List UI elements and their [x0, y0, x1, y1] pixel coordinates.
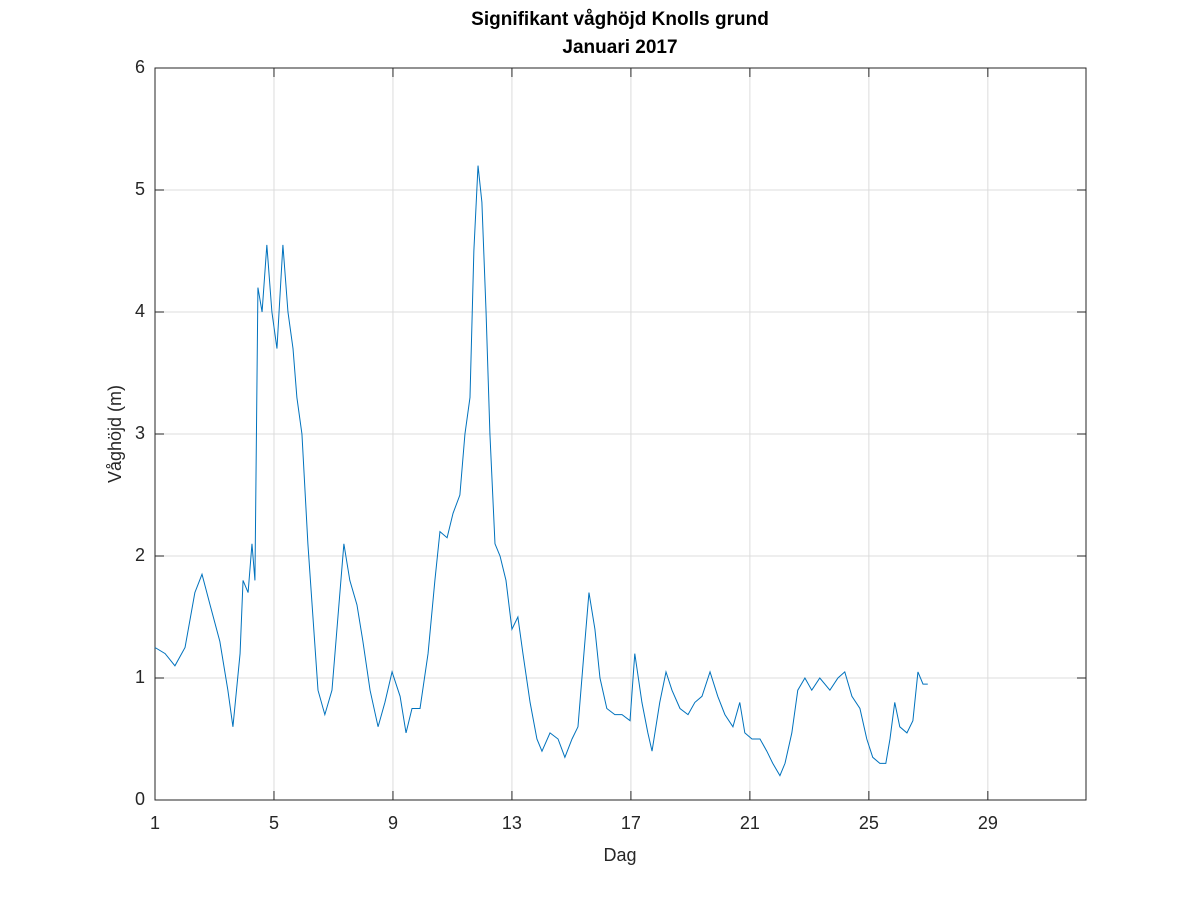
x-tick-label: 9 — [388, 813, 398, 833]
x-tick-label: 25 — [859, 813, 879, 833]
plot-frame — [154, 67, 1087, 801]
y-tick-label: 1 — [135, 667, 145, 687]
x-tick-label: 13 — [502, 813, 522, 833]
y-tick-label: 5 — [135, 179, 145, 199]
y-tick-label: 4 — [135, 301, 145, 321]
y-tick-label: 3 — [135, 423, 145, 443]
x-tick-label: 5 — [269, 813, 279, 833]
x-axis-label: Dag — [603, 845, 636, 865]
y-tick-label: 0 — [135, 789, 145, 809]
chart-title: Signifikant våghöjd Knolls grund — [471, 9, 769, 30]
y-axis-label: Våghöjd (m) — [105, 385, 125, 483]
data-line — [154, 165, 928, 777]
x-tick-label: 29 — [978, 813, 998, 833]
y-tick-label: 2 — [135, 545, 145, 565]
chart-subtitle: Januari 2017 — [562, 37, 677, 58]
x-tick-label: 21 — [740, 813, 760, 833]
y-tick-label: 6 — [135, 57, 145, 77]
x-tick-label: 1 — [150, 813, 160, 833]
x-tick-label: 17 — [621, 813, 641, 833]
